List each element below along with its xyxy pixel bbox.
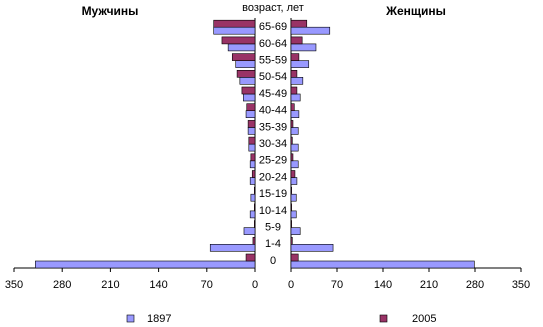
- bar: [290, 186, 292, 195]
- bar: [248, 136, 256, 145]
- x-tick-label: 350: [5, 279, 23, 291]
- bar: [290, 244, 334, 252]
- x-tick-label: 140: [374, 279, 392, 291]
- bar: [249, 210, 256, 219]
- bar: [290, 19, 308, 28]
- bar: [249, 177, 256, 185]
- x-tick-label: 350: [512, 279, 530, 291]
- category-label: 50-54: [259, 71, 287, 83]
- bar: [290, 93, 301, 102]
- bar: [248, 143, 256, 152]
- category-label: 15-19: [259, 188, 287, 200]
- bar: [290, 193, 297, 202]
- bar: [290, 60, 310, 68]
- x-tick-label: 0: [252, 279, 258, 291]
- category-label: 40-44: [259, 105, 287, 117]
- bar: [209, 244, 256, 252]
- category-label: 10-14: [259, 205, 287, 217]
- bar: [213, 26, 256, 35]
- panel-title: Мужчины: [82, 4, 139, 18]
- category-label: 55-59: [259, 55, 287, 67]
- bar: [290, 26, 331, 35]
- bar: [290, 177, 298, 185]
- category-label: 20-24: [259, 171, 287, 183]
- bar: [252, 237, 256, 245]
- x-tick-label: 140: [149, 279, 167, 291]
- bar: [254, 186, 256, 195]
- x-tick-label: 210: [420, 279, 438, 291]
- bar: [290, 153, 294, 162]
- category-label: 45-49: [259, 88, 287, 100]
- category-label: 30-34: [259, 138, 287, 150]
- bar: [250, 193, 256, 202]
- bar: [247, 120, 256, 128]
- bar: [246, 103, 256, 111]
- bar: [290, 253, 299, 262]
- bar: [290, 170, 296, 178]
- x-tick-label: 0: [288, 279, 294, 291]
- bar: [245, 253, 256, 262]
- category-label: 0: [270, 255, 276, 267]
- bar: [290, 43, 317, 52]
- bar: [290, 53, 300, 61]
- bar: [290, 127, 299, 135]
- bar: [250, 153, 256, 162]
- axis-label: возраст, лет: [242, 2, 304, 14]
- bar: [227, 43, 256, 52]
- bar: [290, 86, 298, 95]
- bar: [290, 120, 294, 128]
- bar: [254, 220, 256, 228]
- x-tick-label: 280: [466, 279, 484, 291]
- category-label: 5-9: [265, 222, 281, 234]
- bar: [290, 110, 300, 118]
- bar: [241, 86, 256, 95]
- category-label: 1-4: [265, 238, 281, 250]
- x-tick-label: 210: [101, 279, 119, 291]
- legend-label: 2005: [412, 313, 436, 325]
- bar: [290, 103, 295, 111]
- bar: [290, 143, 299, 152]
- bar: [254, 203, 256, 212]
- bar: [290, 203, 292, 212]
- bar: [245, 110, 256, 118]
- legend-swatch: [126, 314, 135, 323]
- category-label: 65-69: [259, 21, 287, 33]
- bar: [243, 227, 256, 235]
- bar: [213, 19, 256, 28]
- category-label: 35-39: [259, 121, 287, 133]
- bar: [242, 93, 256, 102]
- bar: [235, 60, 256, 68]
- bar: [290, 70, 298, 78]
- bar: [290, 260, 475, 269]
- bar: [221, 36, 256, 45]
- bar: [249, 160, 256, 169]
- bar: [290, 160, 299, 169]
- bar: [35, 260, 256, 269]
- bar: [290, 227, 301, 235]
- legend-swatch: [379, 314, 388, 323]
- panel-title: Женщины: [385, 4, 446, 18]
- bar: [247, 127, 256, 135]
- bar: [290, 220, 292, 228]
- bar: [251, 170, 256, 178]
- legend-label: 1897: [147, 313, 171, 325]
- category-label: 60-64: [259, 38, 287, 50]
- x-tick-label: 70: [331, 279, 343, 291]
- bar: [290, 136, 293, 145]
- bar: [236, 70, 256, 78]
- bar: [290, 77, 304, 85]
- bar: [231, 53, 256, 61]
- bar: [290, 36, 303, 45]
- category-label: 25-29: [259, 155, 287, 167]
- x-tick-label: 70: [201, 279, 213, 291]
- bar: [290, 237, 293, 245]
- bar: [239, 77, 256, 85]
- bar: [290, 210, 297, 219]
- x-tick-label: 280: [53, 279, 71, 291]
